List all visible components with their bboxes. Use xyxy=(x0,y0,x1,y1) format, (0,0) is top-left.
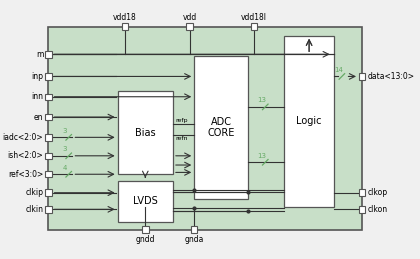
Text: clkop: clkop xyxy=(367,188,387,197)
Text: ADC
CORE: ADC CORE xyxy=(207,117,235,139)
Bar xyxy=(122,23,128,30)
Bar xyxy=(251,23,257,30)
Bar xyxy=(186,23,193,30)
Bar xyxy=(118,91,173,174)
Bar xyxy=(45,171,52,177)
Text: clkon: clkon xyxy=(367,205,387,214)
Bar xyxy=(118,181,173,222)
Bar xyxy=(194,56,248,199)
Text: en: en xyxy=(34,113,43,121)
Bar xyxy=(142,226,149,233)
Text: Bias: Bias xyxy=(135,128,155,138)
Text: gndd: gndd xyxy=(136,235,155,244)
Text: ish<2:0>: ish<2:0> xyxy=(8,151,43,160)
Text: 3: 3 xyxy=(63,128,67,134)
Text: ref<3:0>: ref<3:0> xyxy=(8,170,43,179)
Text: 3: 3 xyxy=(63,146,67,152)
Bar xyxy=(48,27,362,230)
Bar xyxy=(45,134,52,141)
Text: inn: inn xyxy=(32,92,43,101)
Text: m: m xyxy=(36,50,43,59)
Text: LVDS: LVDS xyxy=(133,197,158,206)
Text: data<13:0>: data<13:0> xyxy=(367,72,414,81)
Bar xyxy=(191,226,197,233)
Bar xyxy=(45,51,52,57)
Bar xyxy=(45,190,52,196)
Text: clkin: clkin xyxy=(25,205,43,214)
Text: clkip: clkip xyxy=(25,188,43,197)
Bar xyxy=(45,93,52,100)
Text: 14: 14 xyxy=(334,67,343,73)
Bar xyxy=(359,190,365,196)
Bar xyxy=(45,73,52,80)
Text: vdd18: vdd18 xyxy=(113,12,137,21)
Text: gnda: gnda xyxy=(184,235,204,244)
Bar xyxy=(45,114,52,120)
Text: 4: 4 xyxy=(63,164,67,171)
Text: 13: 13 xyxy=(257,153,266,159)
Text: 13: 13 xyxy=(257,97,266,103)
Bar xyxy=(45,206,52,213)
Bar xyxy=(45,153,52,159)
Bar xyxy=(359,206,365,213)
Text: iadc<2:0>: iadc<2:0> xyxy=(3,133,43,142)
Text: vdd: vdd xyxy=(182,12,197,21)
Text: vdd18l: vdd18l xyxy=(241,12,267,21)
Text: refp: refp xyxy=(176,118,188,123)
Text: refn: refn xyxy=(176,136,188,141)
Bar xyxy=(284,36,334,207)
Text: inp: inp xyxy=(32,72,43,81)
Text: Logic: Logic xyxy=(297,116,322,126)
Bar xyxy=(359,73,365,80)
